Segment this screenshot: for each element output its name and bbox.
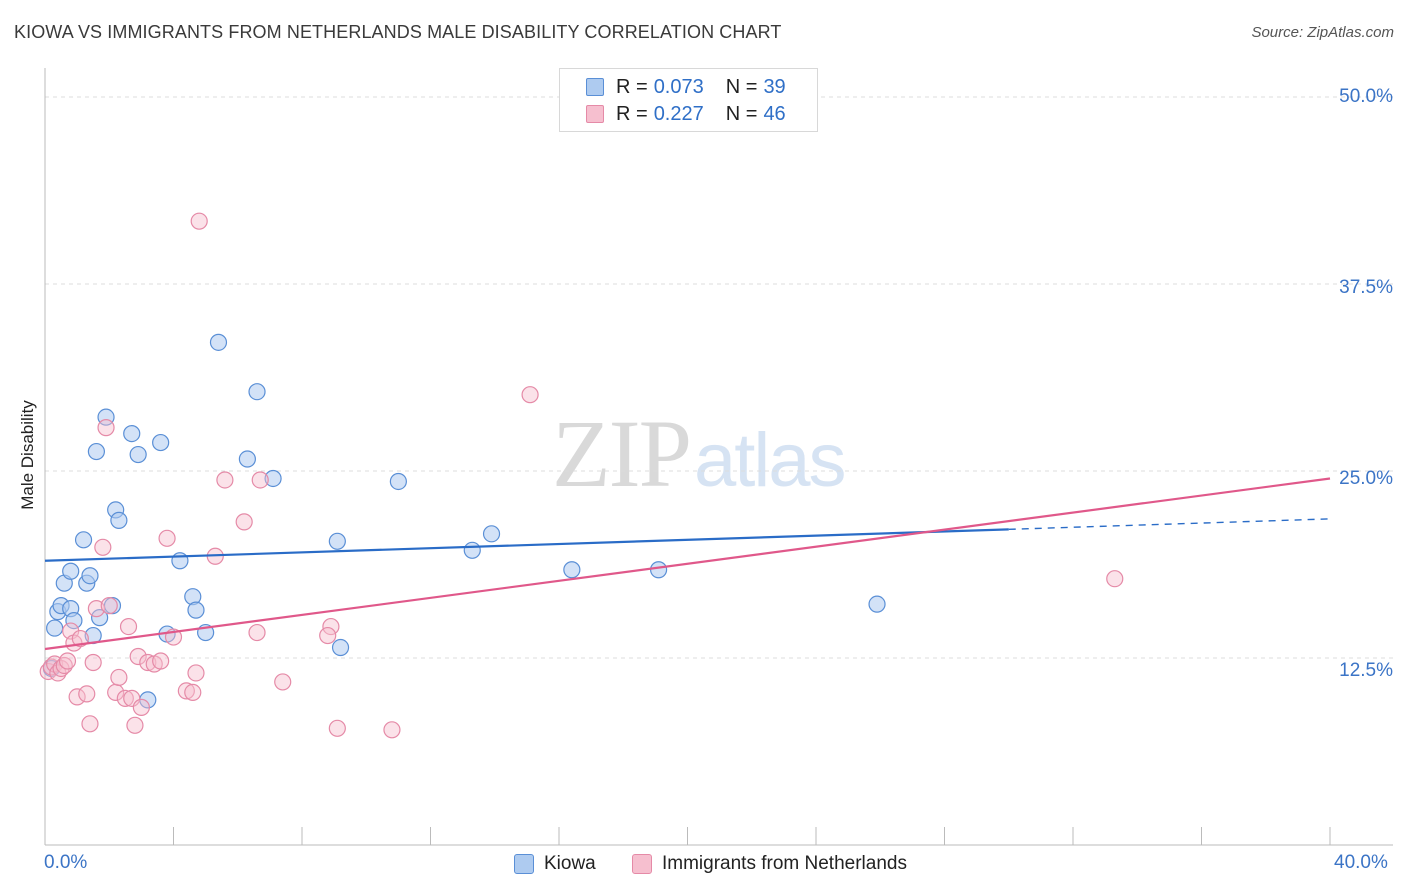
netherlands-point — [184, 683, 202, 702]
netherlands-point — [251, 471, 269, 489]
netherlands-point — [84, 653, 102, 672]
correlation-legend: R = 0.073 N = 39 R = 0.227 N = 46 — [559, 68, 818, 132]
netherlands-point — [100, 597, 118, 615]
kiowa-point — [209, 333, 228, 351]
kiowa-point — [389, 472, 407, 491]
grid — [45, 96, 1393, 659]
netherlands-point — [97, 419, 115, 437]
y-tick-label: 50.0% — [1339, 86, 1393, 107]
y-tick-label: 37.5% — [1339, 277, 1393, 298]
netherlands-point — [274, 673, 292, 691]
kiowa-swatch — [586, 78, 604, 96]
netherlands-point — [177, 682, 195, 700]
source-label: Source: ZipAtlas.com — [1251, 24, 1394, 41]
x-tick-label-left: 0.0% — [44, 852, 88, 873]
axes — [44, 68, 1393, 846]
kiowa-point — [62, 562, 80, 580]
netherlands-point — [322, 617, 340, 636]
chart-title: KIOWA VS IMMIGRANTS FROM NETHERLANDS MAL… — [14, 22, 782, 42]
kiowa-point — [482, 525, 501, 543]
kiowa-legend-label: Kiowa — [544, 853, 596, 874]
netherlands-point — [383, 721, 401, 739]
trend-lines — [44, 477, 1331, 651]
kiowa-trend-line — [44, 528, 1009, 562]
r-value: 0.227 — [653, 102, 704, 125]
kiowa-point — [463, 541, 481, 559]
kiowa-point — [328, 532, 346, 550]
netherlands-point — [158, 529, 176, 547]
kiowa-point — [74, 531, 93, 549]
netherlands-point — [521, 386, 539, 404]
netherlands-legend-label: Immigrants from Netherlands — [662, 853, 907, 874]
kiowa-point — [123, 425, 141, 443]
kiowa-point — [87, 442, 106, 461]
watermark-zip: ZIP — [552, 400, 692, 507]
netherlands-point — [187, 664, 205, 682]
series-legend-kiowa: Kiowa — [514, 852, 596, 876]
netherlands-point — [126, 716, 144, 734]
kiowa-point — [238, 450, 256, 468]
kiowa-point — [563, 561, 581, 579]
kiowa-point — [264, 469, 282, 488]
r-value: 0.073 — [653, 75, 704, 98]
kiowa-points — [42, 333, 886, 709]
kiowa-point — [81, 567, 99, 585]
n-label: N = — [725, 75, 758, 98]
r-label: R = — [616, 75, 648, 98]
netherlands-point — [71, 629, 89, 648]
legend-row-kiowa: R = 0.073 N = 39 — [586, 75, 786, 99]
kiowa-point — [46, 619, 64, 637]
netherlands-point — [235, 513, 253, 531]
netherlands-point — [216, 471, 234, 489]
netherlands-point — [190, 212, 208, 230]
netherlands-point — [319, 626, 337, 645]
n-value: 39 — [763, 75, 786, 98]
kiowa-point — [91, 609, 109, 627]
netherlands-point — [110, 668, 128, 687]
kiowa-point — [649, 561, 668, 579]
y-axis-title: Male Disability — [18, 400, 37, 510]
netherlands-point — [68, 688, 86, 706]
netherlands-swatch — [586, 105, 604, 123]
netherlands-point — [1106, 570, 1124, 588]
kiowa-point — [129, 445, 147, 464]
y-tick-label: 25.0% — [1339, 468, 1393, 489]
r-label: R = — [616, 102, 648, 125]
kiowa-point — [152, 433, 170, 452]
legend-row-netherlands: R = 0.227 N = 46 — [586, 102, 786, 126]
netherlands-point — [132, 698, 150, 716]
netherlands-point — [78, 685, 96, 703]
netherlands-point — [129, 647, 147, 666]
netherlands-legend-swatch — [632, 854, 652, 874]
kiowa-point — [110, 511, 128, 529]
zipatlas-watermark: ZIPatlas — [552, 398, 847, 509]
netherlands-point — [152, 652, 170, 670]
kiowa-point — [868, 595, 886, 613]
kiowa-legend-swatch — [514, 854, 534, 874]
watermark-atlas: atlas — [694, 418, 847, 503]
n-value: 46 — [763, 102, 786, 125]
n-label: N = — [725, 102, 758, 125]
y-tick-label: 12.5% — [1339, 660, 1393, 681]
netherlands-point — [87, 600, 106, 618]
netherlands-trend-line — [44, 477, 1331, 651]
kiowa-point — [187, 601, 205, 619]
netherlands-points — [39, 212, 1124, 739]
kiowa-point — [331, 638, 350, 657]
netherlands-point — [248, 623, 266, 642]
kiowa-point — [65, 611, 83, 630]
kiowa-trend-extension — [1008, 518, 1331, 531]
netherlands-point — [328, 719, 346, 737]
x-tick-label-right: 40.0% — [1334, 852, 1388, 873]
netherlands-point — [119, 617, 138, 636]
netherlands-point — [94, 538, 112, 556]
netherlands-point — [81, 715, 99, 733]
series-legend-netherlands: Immigrants from Netherlands — [632, 852, 907, 876]
netherlands-point — [58, 652, 77, 670]
netherlands-point — [139, 653, 157, 672]
kiowa-point — [248, 383, 266, 401]
netherlands-point — [116, 689, 134, 707]
